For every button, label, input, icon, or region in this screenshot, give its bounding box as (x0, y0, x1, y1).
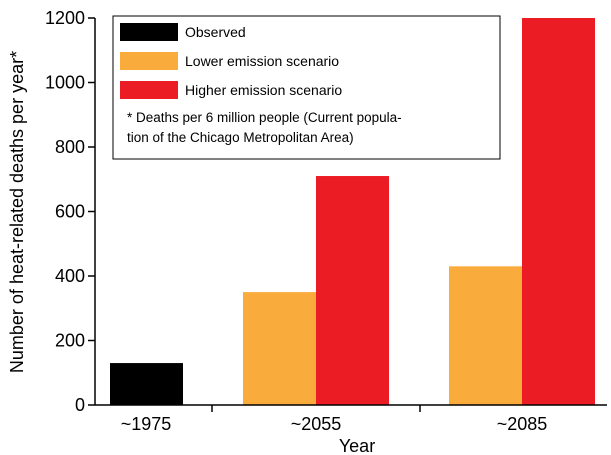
x-tick-label: ~1975 (121, 414, 172, 434)
y-tick-label: 400 (55, 266, 85, 286)
x-axis-title: Year (339, 436, 375, 455)
axes (94, 18, 607, 406)
y-tick-label: 600 (55, 202, 85, 222)
y-tick-label: 200 (55, 331, 85, 351)
legend-label: Higher emission scenario (185, 82, 342, 98)
bars (110, 18, 595, 405)
bar-lower-emission-scenario (243, 292, 316, 405)
legend-items: Observed Lower emission scenario Higher em… (120, 23, 342, 99)
y-tick-label: 1000 (45, 73, 85, 93)
legend-label: Observed (185, 24, 246, 40)
bar-lower-emission-scenario (449, 266, 522, 405)
bar-higher-emission-scenario (316, 176, 389, 405)
legend-footnote-line-1: * Deaths per 6 million people (Current p… (127, 110, 402, 125)
legend-footnote-line-2: tion of the Chicago Metropolitan Area) (127, 130, 354, 145)
x-axis-ticks: ~1975 ~2055 ~2085 (121, 405, 548, 434)
legend-swatch (120, 81, 178, 99)
y-tick-label: 800 (55, 137, 85, 157)
y-tick-label: 0 (75, 395, 85, 415)
legend: Observed Lower emission scenario Higher em… (112, 15, 501, 160)
legend-swatch (120, 52, 178, 70)
y-axis-ticks: 0 200 400 600 800 1000 1200 (45, 8, 95, 415)
bar-observed (110, 363, 183, 405)
legend-swatch (120, 23, 178, 41)
y-tick-label: 1200 (45, 8, 85, 28)
y-axis-title: Number of heat-related deaths per year* (7, 51, 27, 373)
bar-higher-emission-scenario (522, 18, 595, 405)
x-tick-label: ~2055 (291, 414, 342, 434)
x-tick-label: ~2085 (497, 414, 548, 434)
legend-label: Lower emission scenario (185, 53, 339, 69)
